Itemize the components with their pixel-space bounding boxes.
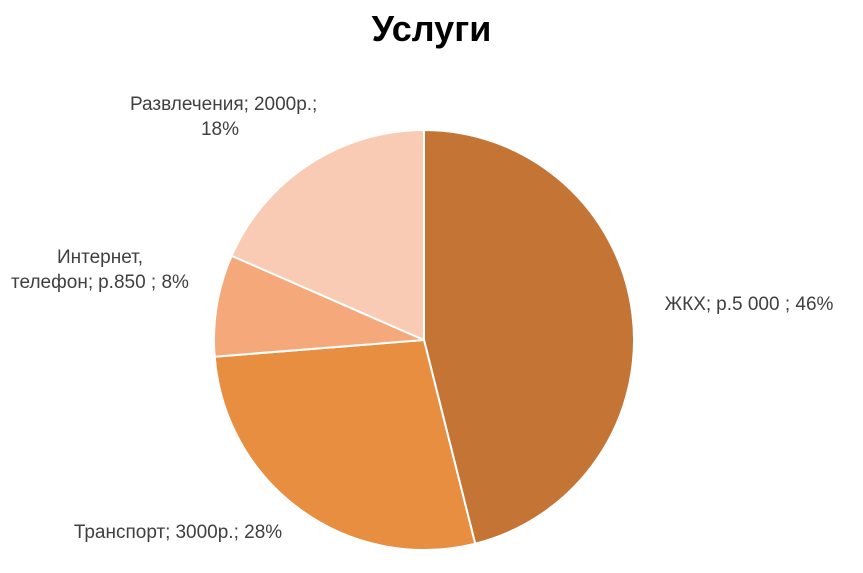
- pie-slice: [423, 128, 635, 545]
- pie-slice: [213, 338, 477, 551]
- category-label: Развлечения;: [130, 94, 249, 115]
- data-label: Интернет, телефон; р.850 ; 8%: [10, 245, 190, 295]
- category-label: Интернет, телефон;: [11, 247, 144, 293]
- value-label: р.5 000 ; 46%: [716, 294, 834, 315]
- pie-slice: [230, 128, 425, 342]
- data-label: ЖКХ; р.5 000 ; 46%: [636, 292, 862, 317]
- value-label: 3000р.; 28%: [175, 522, 283, 543]
- value-label: 2000р.; 18%: [200, 94, 318, 140]
- value-label: р.850 ; 8%: [98, 272, 189, 293]
- category-label: Транспорт;: [73, 522, 171, 543]
- pie-slice: [213, 254, 425, 358]
- data-label: Развлечения; 2000р.; 18%: [130, 92, 317, 142]
- chart-title: Услуги: [371, 8, 492, 49]
- category-label: ЖКХ;: [664, 294, 712, 315]
- data-label: Транспорт; 3000р.; 28%: [60, 520, 296, 545]
